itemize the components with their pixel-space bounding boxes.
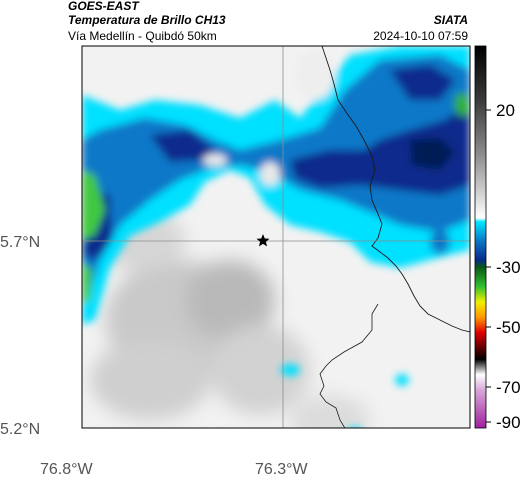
location-star-icon <box>256 234 270 247</box>
colorbar-tick-1: -30 <box>496 258 521 277</box>
river-line <box>319 303 379 428</box>
colorbar-tick-3: -70 <box>496 378 521 397</box>
colorbar-tick-4: -90 <box>496 413 521 432</box>
timestamp-label: 2024-10-10 07:59 <box>373 29 468 43</box>
colorbar <box>474 45 487 429</box>
x-tick-label-0: 76.8°W <box>40 461 94 478</box>
product-title: Temperatura de Brillo CH13 <box>68 13 226 27</box>
organization-label: SIATA <box>433 13 468 27</box>
map-frame <box>81 45 471 429</box>
brightness-temperature-field <box>82 46 470 428</box>
satellite-name: GOES-EAST <box>68 0 139 13</box>
y-tick-label-1: 5.2°N <box>0 421 40 438</box>
colorbar-tick-2: -50 <box>496 318 521 337</box>
x-tick-label-1: 76.3°W <box>255 461 309 478</box>
border-line <box>321 46 470 333</box>
colorbar-tick-0: 20 <box>496 101 515 120</box>
route-subtitle: Vía Medellín - Quibdó 50km <box>68 29 217 43</box>
y-tick-label-0: 5.7°N <box>0 234 40 251</box>
